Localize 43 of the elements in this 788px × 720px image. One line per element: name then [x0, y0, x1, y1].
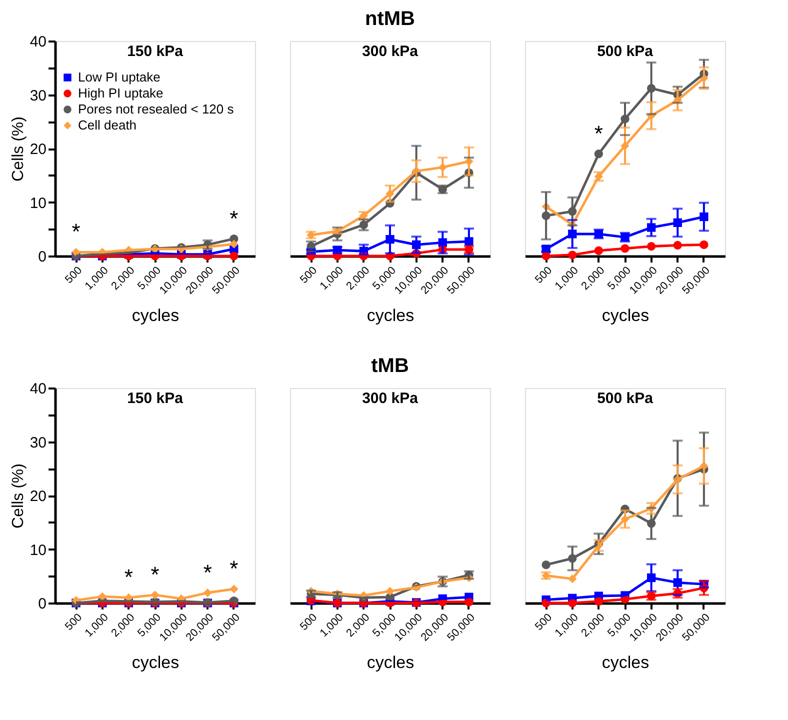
chart-title: tMB: [371, 355, 409, 377]
y-tick-label: 0: [38, 248, 46, 266]
y-tick-label: 20: [30, 488, 46, 505]
chart-title: ntMB: [365, 8, 415, 30]
y-axis-title: Cells (%): [10, 116, 27, 182]
x-tick-label: 500: [298, 264, 320, 286]
x-axis-title: cycles: [602, 306, 650, 326]
legend-label: Pores not resealed < 120 s: [78, 102, 234, 116]
y-tick-label: 10: [30, 542, 46, 559]
chart-subtitle: 150 kPa: [127, 43, 184, 60]
x-tick-label: 500: [533, 264, 555, 286]
x-tick-label: 500: [63, 264, 85, 286]
legend-label: Low PI uptake: [78, 70, 160, 84]
annotation: *: [594, 120, 604, 146]
y-tick-label: 40: [30, 34, 46, 50]
annotation: *: [203, 560, 212, 585]
x-axis-title: cycles: [132, 653, 180, 672]
x-axis-title: cycles: [366, 653, 414, 672]
annotation: *: [230, 556, 239, 582]
chart-subtitle: 300 kPa: [362, 390, 419, 407]
chart-subtitle: 150 kPa: [127, 390, 184, 407]
x-axis-title: cycles: [366, 306, 414, 326]
x-tick-label: 500: [63, 612, 85, 633]
x-axis-title: cycles: [132, 306, 180, 326]
y-tick-label: 20: [30, 141, 46, 158]
y-tick-label: 30: [30, 434, 46, 452]
y-tick-label: 40: [30, 380, 46, 398]
annotation: *: [124, 564, 134, 590]
annotation: *: [72, 219, 81, 244]
legend-label: Cell death: [78, 118, 137, 132]
x-tick-label: 500: [533, 612, 555, 633]
chart-subtitle: 300 kPa: [362, 43, 419, 60]
chart-subtitle: 500 kPa: [597, 43, 654, 60]
annotation: *: [150, 562, 160, 587]
legend-label: High PI uptake: [78, 86, 164, 100]
x-axis-title: cycles: [602, 653, 650, 672]
y-tick-label: 10: [30, 194, 46, 212]
x-tick-label: 500: [298, 612, 320, 633]
y-tick-label: 0: [38, 596, 46, 612]
y-axis-title: Cells (%): [10, 464, 27, 528]
annotation: *: [230, 206, 239, 231]
y-tick-label: 30: [30, 87, 46, 104]
chart-subtitle: 500 kPa: [597, 390, 654, 407]
